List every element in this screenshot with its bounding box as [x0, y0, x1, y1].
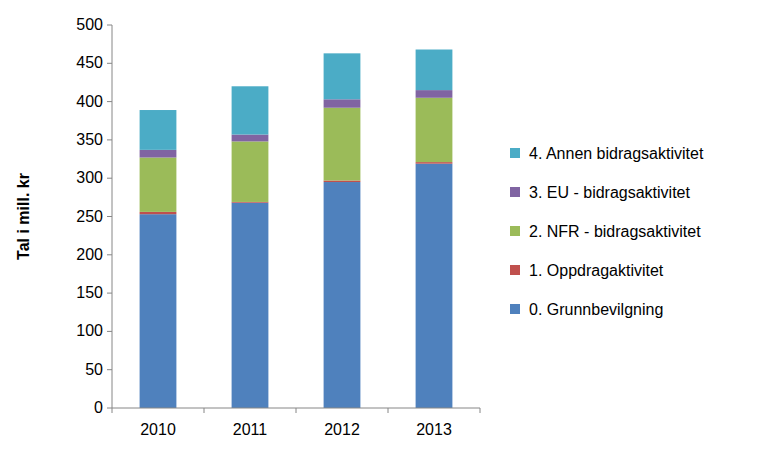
y-tick-label: 50 [85, 361, 103, 378]
y-tick-label: 200 [76, 246, 103, 263]
x-tick [204, 408, 205, 413]
x-tick-label: 2011 [233, 421, 268, 438]
legend-swatch [510, 148, 520, 158]
y-tick [107, 254, 112, 255]
bar [416, 90, 453, 98]
y-label: Tal i mill. kr [15, 173, 32, 260]
y-tick [107, 25, 112, 26]
y-tick-label: 0 [94, 399, 103, 416]
y-tick [107, 216, 112, 217]
legend-swatch [510, 265, 520, 275]
x-tick [112, 408, 113, 413]
bar [140, 212, 177, 214]
bar [324, 182, 361, 408]
y-tick-label: 100 [76, 322, 103, 339]
bar [140, 110, 177, 150]
bar [324, 53, 361, 99]
bars [140, 50, 453, 408]
bar [232, 141, 269, 202]
bar [324, 180, 361, 182]
bar [416, 162, 453, 164]
x-tick-label: 2010 [140, 421, 176, 438]
y-tick [107, 101, 112, 102]
y-tick-label: 450 [76, 54, 103, 71]
legend-label: 2. NFR - bidragsaktivitet [529, 223, 701, 240]
bar [140, 150, 177, 158]
bar [416, 164, 453, 408]
y-tick [107, 139, 112, 140]
y-tick-label: 250 [76, 208, 103, 225]
bar [416, 98, 453, 162]
legend-label: 0. Grunnbevilgning [529, 301, 663, 318]
bar [232, 203, 269, 408]
x-tick [296, 408, 297, 413]
x-tick-label: 2013 [416, 421, 452, 438]
legend-swatch [510, 304, 520, 314]
y-tick-label: 300 [76, 169, 103, 186]
bar [140, 158, 177, 212]
y-tick [107, 63, 112, 64]
y-tick-label: 400 [76, 93, 103, 110]
y-tick-label: 500 [76, 16, 103, 33]
y-tick [107, 178, 112, 179]
chart: 0 50 100 150 200 250 300 350 400 450 500 2010 2011 20… [0, 0, 771, 463]
legend-swatch [510, 187, 520, 197]
y-tick [107, 331, 112, 332]
legend-label: 3. EU - bidragsaktivitet [529, 184, 691, 201]
y-tick [107, 408, 112, 409]
legend: 4. Annen bidragsaktivitet 3. EU - bidrags… [510, 145, 704, 318]
bar [416, 50, 453, 91]
legend-swatch [510, 226, 520, 236]
y-tick [107, 293, 112, 294]
y-tick-label: 350 [76, 131, 103, 148]
bar [140, 214, 177, 408]
bar [324, 108, 361, 181]
x-tick [388, 408, 389, 413]
bar [232, 135, 269, 142]
legend-label: 4. Annen bidragsaktivitet [529, 145, 704, 162]
bar [324, 99, 361, 107]
legend-label: 1. Oppdragaktivitet [529, 262, 664, 279]
bar [232, 86, 269, 134]
x-tick [480, 408, 481, 413]
y-tick-label: 150 [76, 284, 103, 301]
y-tick [107, 369, 112, 370]
x-tick-label: 2012 [324, 421, 360, 438]
